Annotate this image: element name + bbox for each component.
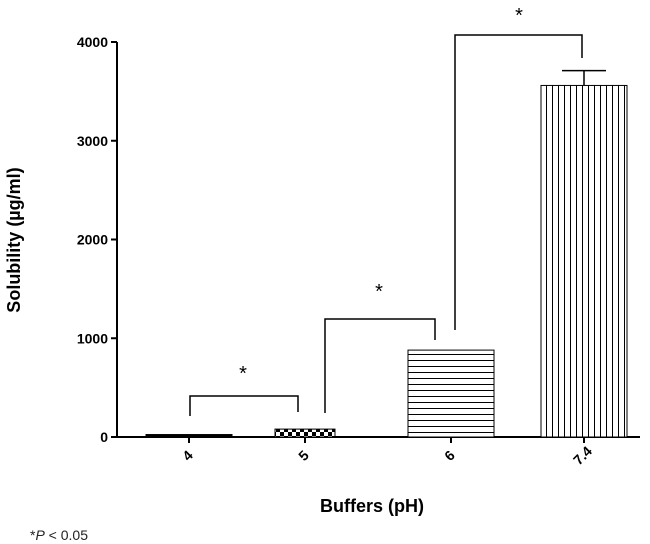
significance-star-4-5: * <box>239 363 247 385</box>
x-axis-label: Buffers (pH) <box>320 496 424 516</box>
x-tick-label-5: 5 <box>295 447 312 464</box>
bars <box>145 69 628 438</box>
y-tick-label-3: 3000 <box>77 133 108 149</box>
bar-5 <box>274 428 336 438</box>
bar-4 <box>145 434 233 438</box>
significance-bracket-5-6 <box>324 318 436 413</box>
y-tick-label-2: 2000 <box>77 232 108 248</box>
significance-brackets: * * * <box>189 5 583 416</box>
bar-6 <box>407 349 495 438</box>
footnote-text: < 0.05 <box>44 527 88 543</box>
footnote-p: P <box>35 527 45 543</box>
y-tick-label-0: 0 <box>100 429 108 445</box>
x-tick-label-6: 6 <box>441 447 458 464</box>
footnote: *P < 0.05 <box>30 527 88 543</box>
bar-7.4 <box>540 84 628 438</box>
x-tick-label-7.4: 7.4 <box>570 443 595 468</box>
significance-bracket-4-5 <box>189 395 299 416</box>
significance-bracket-6-7.4 <box>454 34 583 330</box>
y-axis-label: Solubility (µg/ml) <box>4 167 24 312</box>
significance-star-6-7.4: * <box>515 5 523 27</box>
significance-star-5-6: * <box>375 281 383 303</box>
y-tick-label-1: 1000 <box>77 330 108 346</box>
y-tick-label-4: 4000 <box>77 34 108 50</box>
footnote-star: * <box>30 527 36 543</box>
x-tick-label-4: 4 <box>179 447 196 464</box>
